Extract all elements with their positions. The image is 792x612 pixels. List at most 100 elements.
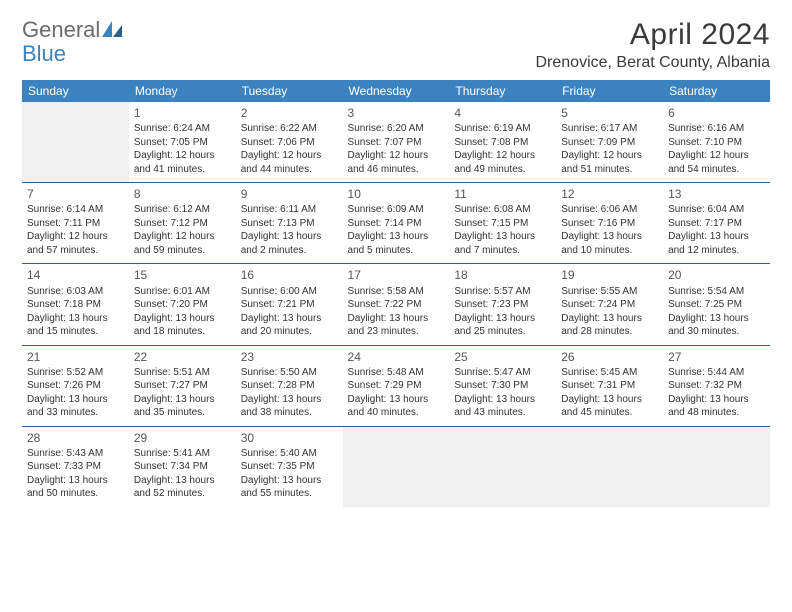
sunrise-text: Sunrise: 6:00 AM bbox=[241, 285, 338, 299]
dl2-text: and 2 minutes. bbox=[241, 244, 338, 258]
sunset-text: Sunset: 7:24 PM bbox=[561, 298, 658, 312]
sunrise-text: Sunrise: 5:48 AM bbox=[348, 366, 445, 380]
dl2-text: and 20 minutes. bbox=[241, 325, 338, 339]
sunset-text: Sunset: 7:20 PM bbox=[134, 298, 231, 312]
day-number: 24 bbox=[348, 349, 445, 365]
dl2-text: and 23 minutes. bbox=[348, 325, 445, 339]
sunset-text: Sunset: 7:35 PM bbox=[241, 460, 338, 474]
sunset-text: Sunset: 7:22 PM bbox=[348, 298, 445, 312]
sunrise-text: Sunrise: 6:09 AM bbox=[348, 203, 445, 217]
sunset-text: Sunset: 7:28 PM bbox=[241, 379, 338, 393]
day-number: 2 bbox=[241, 105, 338, 121]
calendar-cell: 27Sunrise: 5:44 AMSunset: 7:32 PMDayligh… bbox=[663, 345, 770, 426]
dl2-text: and 51 minutes. bbox=[561, 163, 658, 177]
sunrise-text: Sunrise: 5:57 AM bbox=[454, 285, 551, 299]
sunset-text: Sunset: 7:11 PM bbox=[27, 217, 124, 231]
sunrise-text: Sunrise: 5:47 AM bbox=[454, 366, 551, 380]
dl1-text: Daylight: 13 hours bbox=[134, 474, 231, 488]
dl1-text: Daylight: 12 hours bbox=[134, 149, 231, 163]
calendar-week-row: 14Sunrise: 6:03 AMSunset: 7:18 PMDayligh… bbox=[22, 264, 770, 345]
day-number: 16 bbox=[241, 267, 338, 283]
brand-name-1: General bbox=[22, 17, 100, 42]
sunset-text: Sunset: 7:07 PM bbox=[348, 136, 445, 150]
sunrise-text: Sunrise: 5:54 AM bbox=[668, 285, 765, 299]
calendar-cell: 21Sunrise: 5:52 AMSunset: 7:26 PMDayligh… bbox=[22, 345, 129, 426]
calendar-cell bbox=[663, 426, 770, 507]
sunset-text: Sunset: 7:12 PM bbox=[134, 217, 231, 231]
dl1-text: Daylight: 13 hours bbox=[348, 393, 445, 407]
day-number: 28 bbox=[27, 430, 124, 446]
day-number: 22 bbox=[134, 349, 231, 365]
calendar-cell: 6Sunrise: 6:16 AMSunset: 7:10 PMDaylight… bbox=[663, 102, 770, 183]
dow-monday: Monday bbox=[129, 80, 236, 102]
day-number: 11 bbox=[454, 186, 551, 202]
calendar-cell: 20Sunrise: 5:54 AMSunset: 7:25 PMDayligh… bbox=[663, 264, 770, 345]
calendar-cell: 26Sunrise: 5:45 AMSunset: 7:31 PMDayligh… bbox=[556, 345, 663, 426]
dl2-text: and 10 minutes. bbox=[561, 244, 658, 258]
calendar-cell: 10Sunrise: 6:09 AMSunset: 7:14 PMDayligh… bbox=[343, 183, 450, 264]
sunrise-text: Sunrise: 6:17 AM bbox=[561, 122, 658, 136]
day-number: 12 bbox=[561, 186, 658, 202]
dl2-text: and 46 minutes. bbox=[348, 163, 445, 177]
dl2-text: and 40 minutes. bbox=[348, 406, 445, 420]
dl2-text: and 12 minutes. bbox=[668, 244, 765, 258]
dl1-text: Daylight: 13 hours bbox=[134, 393, 231, 407]
sunrise-text: Sunrise: 6:19 AM bbox=[454, 122, 551, 136]
calendar-cell: 8Sunrise: 6:12 AMSunset: 7:12 PMDaylight… bbox=[129, 183, 236, 264]
dl1-text: Daylight: 13 hours bbox=[241, 393, 338, 407]
header: General Blue April 2024 Drenovice, Berat… bbox=[22, 18, 770, 72]
dl2-text: and 54 minutes. bbox=[668, 163, 765, 177]
dl2-text: and 45 minutes. bbox=[561, 406, 658, 420]
day-number: 9 bbox=[241, 186, 338, 202]
calendar-cell: 5Sunrise: 6:17 AMSunset: 7:09 PMDaylight… bbox=[556, 102, 663, 183]
calendar-cell bbox=[449, 426, 556, 507]
calendar-cell: 13Sunrise: 6:04 AMSunset: 7:17 PMDayligh… bbox=[663, 183, 770, 264]
day-number: 7 bbox=[27, 186, 124, 202]
dl1-text: Daylight: 13 hours bbox=[27, 312, 124, 326]
dl1-text: Daylight: 13 hours bbox=[27, 393, 124, 407]
calendar-cell: 30Sunrise: 5:40 AMSunset: 7:35 PMDayligh… bbox=[236, 426, 343, 507]
brand-logo: General Blue bbox=[22, 18, 124, 66]
day-number: 1 bbox=[134, 105, 231, 121]
dl1-text: Daylight: 13 hours bbox=[668, 393, 765, 407]
calendar-table: Sunday Monday Tuesday Wednesday Thursday… bbox=[22, 80, 770, 507]
dl2-text: and 15 minutes. bbox=[27, 325, 124, 339]
dl2-text: and 41 minutes. bbox=[134, 163, 231, 177]
dl1-text: Daylight: 13 hours bbox=[668, 230, 765, 244]
sunset-text: Sunset: 7:30 PM bbox=[454, 379, 551, 393]
dl2-text: and 59 minutes. bbox=[134, 244, 231, 258]
day-number: 8 bbox=[134, 186, 231, 202]
calendar-cell: 23Sunrise: 5:50 AMSunset: 7:28 PMDayligh… bbox=[236, 345, 343, 426]
calendar-cell: 7Sunrise: 6:14 AMSunset: 7:11 PMDaylight… bbox=[22, 183, 129, 264]
calendar-cell: 17Sunrise: 5:58 AMSunset: 7:22 PMDayligh… bbox=[343, 264, 450, 345]
sunrise-text: Sunrise: 5:45 AM bbox=[561, 366, 658, 380]
dl1-text: Daylight: 13 hours bbox=[454, 393, 551, 407]
calendar-cell: 24Sunrise: 5:48 AMSunset: 7:29 PMDayligh… bbox=[343, 345, 450, 426]
dl2-text: and 55 minutes. bbox=[241, 487, 338, 501]
calendar-week-row: 7Sunrise: 6:14 AMSunset: 7:11 PMDaylight… bbox=[22, 183, 770, 264]
sunrise-text: Sunrise: 6:08 AM bbox=[454, 203, 551, 217]
dl2-text: and 50 minutes. bbox=[27, 487, 124, 501]
dl2-text: and 18 minutes. bbox=[134, 325, 231, 339]
sunset-text: Sunset: 7:06 PM bbox=[241, 136, 338, 150]
month-title: April 2024 bbox=[536, 18, 771, 52]
sunrise-text: Sunrise: 5:41 AM bbox=[134, 447, 231, 461]
calendar-cell: 3Sunrise: 6:20 AMSunset: 7:07 PMDaylight… bbox=[343, 102, 450, 183]
dl1-text: Daylight: 12 hours bbox=[454, 149, 551, 163]
day-number: 10 bbox=[348, 186, 445, 202]
calendar-cell: 14Sunrise: 6:03 AMSunset: 7:18 PMDayligh… bbox=[22, 264, 129, 345]
sunrise-text: Sunrise: 6:06 AM bbox=[561, 203, 658, 217]
day-number: 30 bbox=[241, 430, 338, 446]
dl1-text: Daylight: 13 hours bbox=[241, 230, 338, 244]
dl1-text: Daylight: 13 hours bbox=[241, 312, 338, 326]
day-number: 17 bbox=[348, 267, 445, 283]
day-number: 15 bbox=[134, 267, 231, 283]
dl1-text: Daylight: 12 hours bbox=[348, 149, 445, 163]
calendar-cell: 25Sunrise: 5:47 AMSunset: 7:30 PMDayligh… bbox=[449, 345, 556, 426]
sunset-text: Sunset: 7:05 PM bbox=[134, 136, 231, 150]
dl2-text: and 33 minutes. bbox=[27, 406, 124, 420]
dl1-text: Daylight: 13 hours bbox=[134, 312, 231, 326]
dl1-text: Daylight: 12 hours bbox=[27, 230, 124, 244]
calendar-page: General Blue April 2024 Drenovice, Berat… bbox=[0, 0, 792, 517]
dl1-text: Daylight: 13 hours bbox=[348, 312, 445, 326]
